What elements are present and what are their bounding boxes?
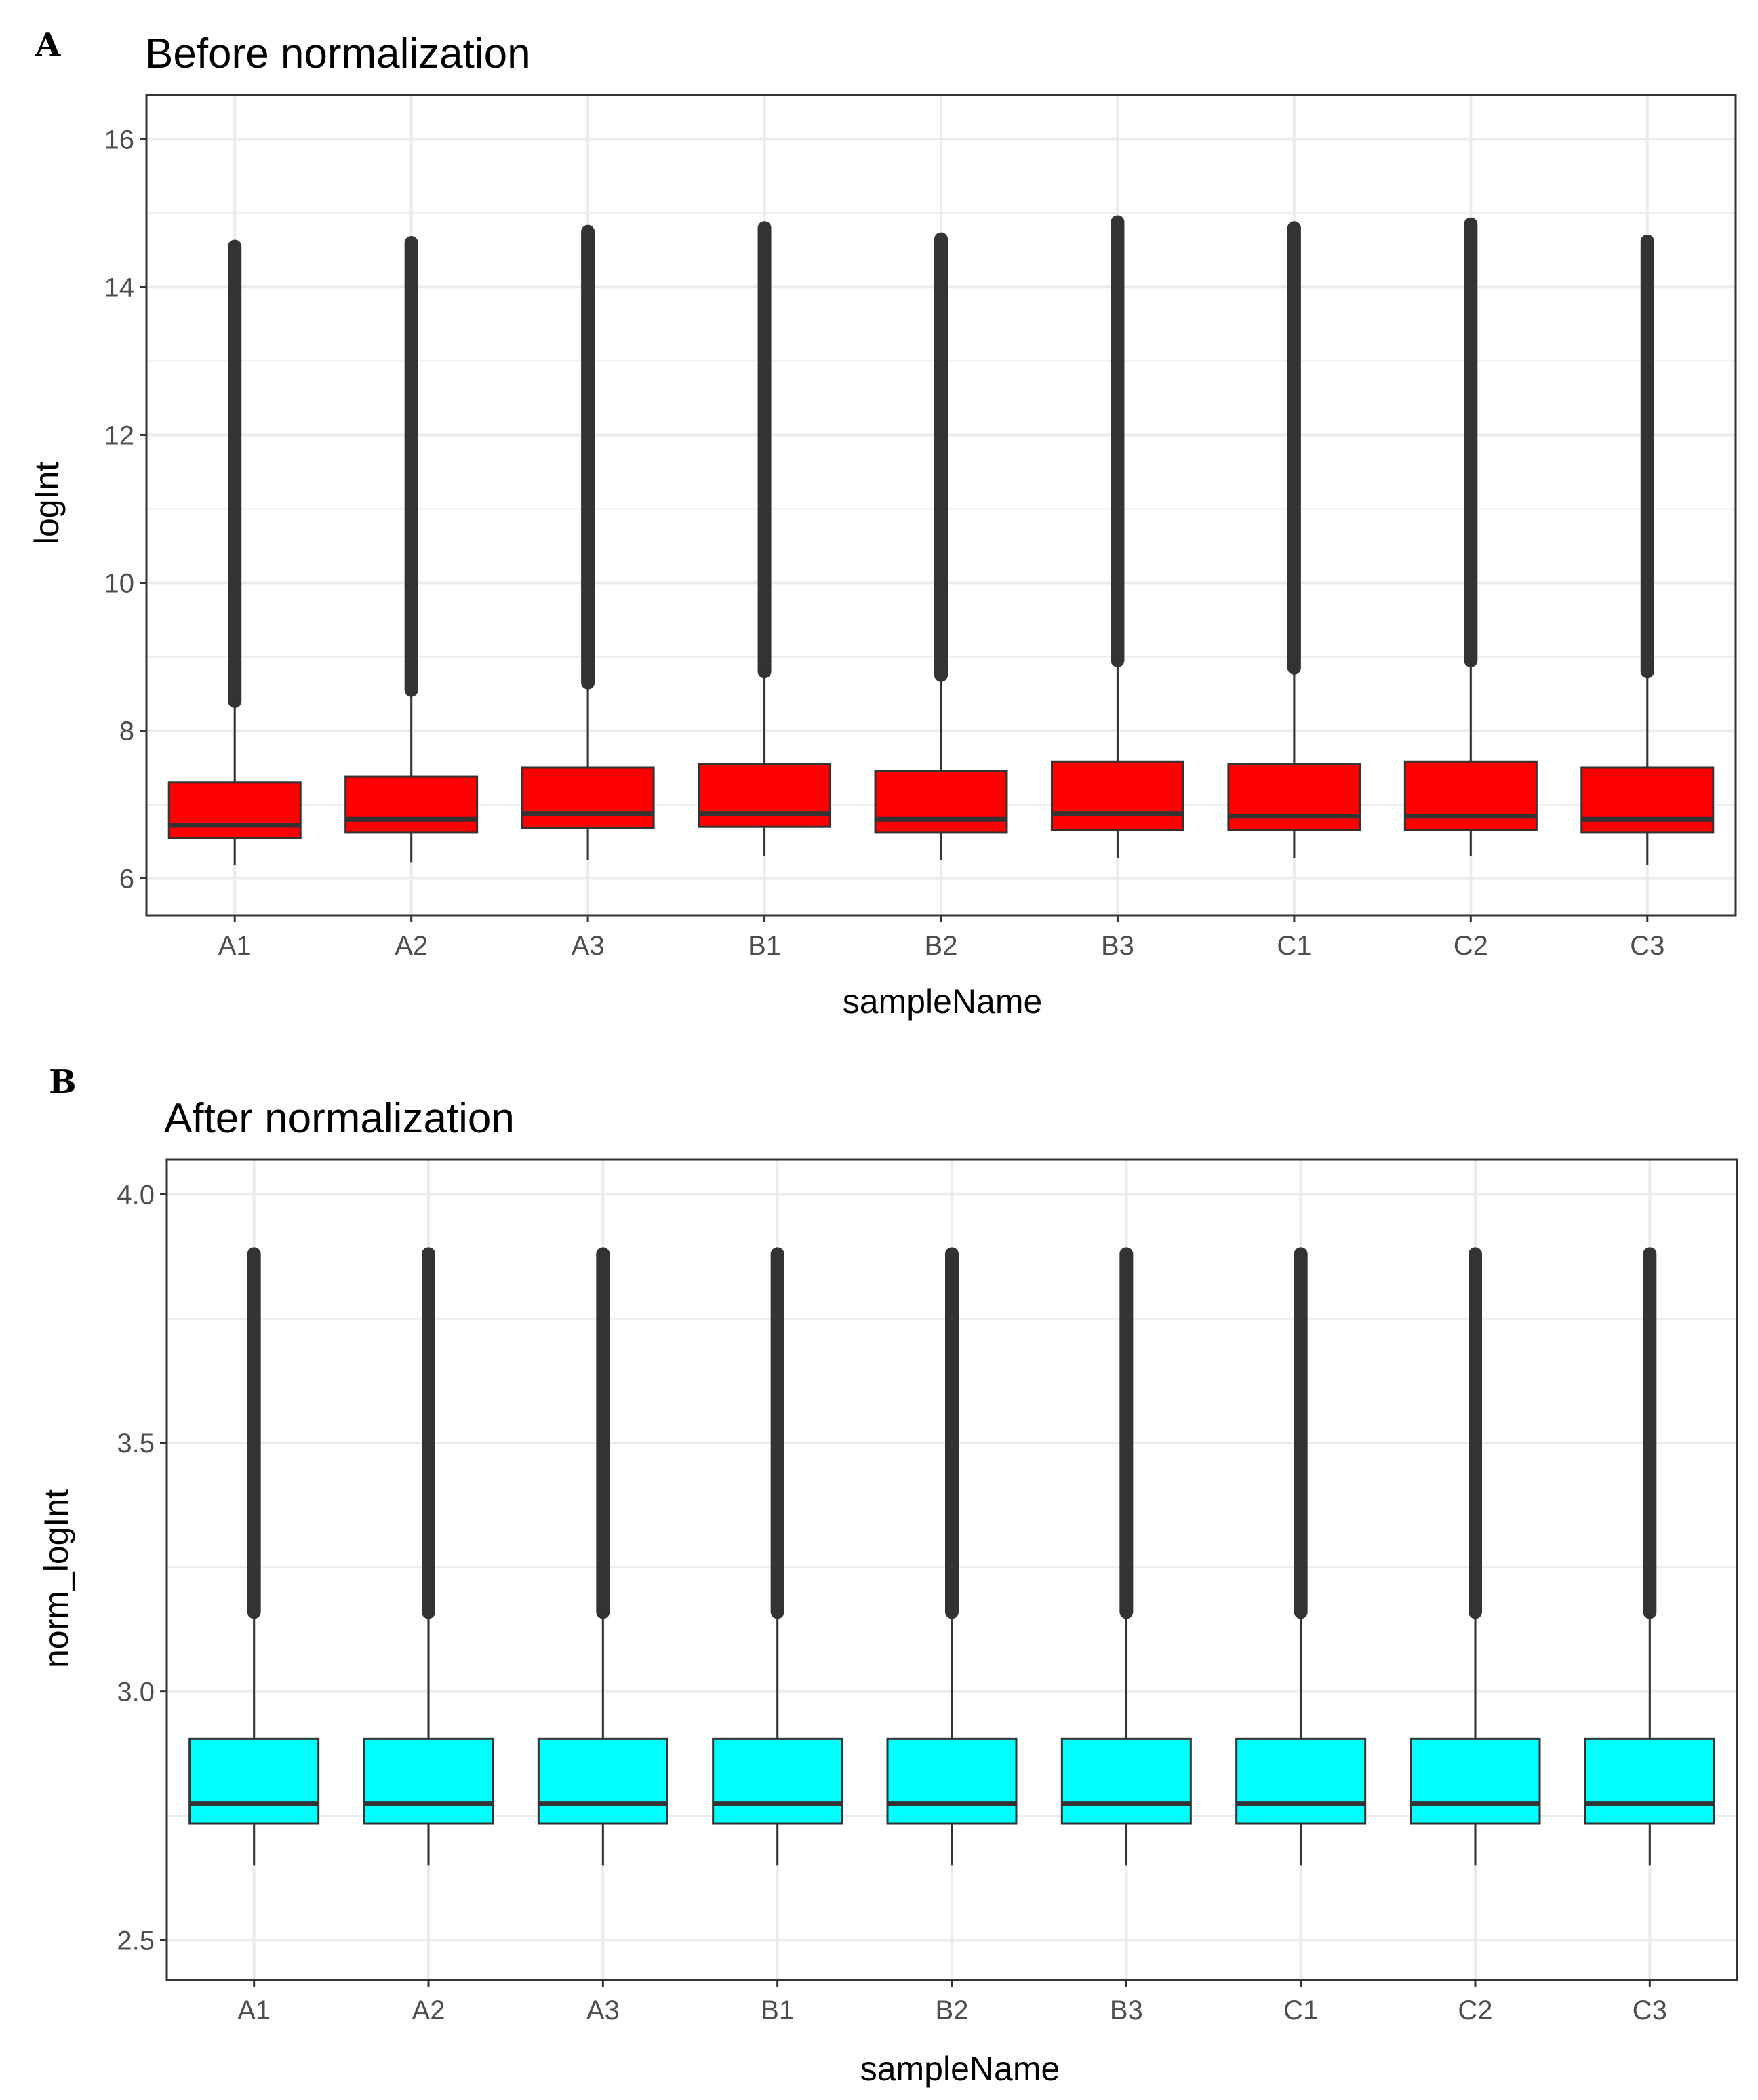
panel-b-box-A2 (363, 1247, 494, 1866)
panel-a-box-body (344, 775, 479, 834)
panel-b-box-body (712, 1737, 843, 1825)
panel-a-box-body (1580, 766, 1715, 834)
panel-b-x-tick-label: C1 (1283, 1996, 1318, 2025)
panel-b-plot-area: 2.5 3.0 3.5 4.0 A1 A2 A3 B1 B2 B3 C1 C2 C3 (117, 1158, 1738, 2025)
panel-b-x-tick-label: A1 (237, 1996, 271, 2025)
panel-b-box-B3 (1060, 1247, 1192, 1866)
panel-a-y-tick-label: 14 (104, 273, 135, 302)
panel-b-box-body (363, 1737, 494, 1825)
panel-a-y-tick-label: 8 (119, 716, 134, 746)
panel-a-box-body (1227, 763, 1361, 831)
panel-a-x-tick-label: A1 (218, 931, 252, 961)
panel-b-x-tick-label: B2 (936, 1996, 969, 2025)
panel-b-box-A3 (537, 1247, 668, 1866)
panel-b-letter: B (49, 1063, 77, 1101)
panel-b-title: After normalization (164, 1095, 515, 1142)
panel-b-y-tick-label: 3.5 (117, 1429, 155, 1459)
panel-a-box-C2 (1403, 217, 1538, 856)
panel-b-box-body (1410, 1737, 1541, 1825)
panel-b-box-body (188, 1737, 320, 1825)
panel-b-y-tick-label: 4.0 (117, 1180, 155, 1210)
panel-a-box-body (1403, 760, 1538, 831)
panel-a-x-tick-label: C1 (1277, 931, 1311, 961)
panel-a-letter: A (35, 26, 61, 64)
panel-a-box-C1 (1227, 221, 1361, 858)
panel-b-x-tick-label: A2 (412, 1996, 445, 2025)
panel-b-y-tick-label: 3.0 (117, 1678, 155, 1707)
panel-a-box-A3 (521, 224, 655, 860)
panel-b-box-C1 (1235, 1247, 1367, 1866)
panel-a-x-tick-label: C2 (1454, 931, 1488, 961)
panel-b-x-tick-label: C3 (1633, 1996, 1667, 2025)
panel-a-y-tick-label: 16 (104, 125, 135, 155)
panel-a-x-axis-label: sampleName (843, 983, 1043, 1021)
panel-b-box-body (1584, 1737, 1715, 1825)
panel-b-box-body (537, 1737, 668, 1825)
panel-b-box-body (1235, 1737, 1367, 1825)
panel-a-x-tick-label: B2 (925, 931, 958, 961)
panel-b-box-C2 (1410, 1247, 1541, 1866)
panel-b-x-tick-label: B1 (761, 1996, 794, 2025)
panel-a-x-tick-label: A3 (572, 931, 605, 961)
panel-a-x-tick-label: B3 (1101, 931, 1134, 961)
panel-b-box-C3 (1584, 1247, 1715, 1866)
panel-a-box-A1 (167, 239, 302, 865)
panel-a-box-body (698, 763, 832, 828)
panel-b: B After normalization 2.5 3.0 3.5 4.0 A1 A2 A3… (37, 1063, 1738, 2088)
panel-b-y-tick-label: 2.5 (117, 1926, 155, 1956)
panel-a-box-B1 (698, 221, 832, 856)
panel-a: A Before normalization 6 8 10 12 14 16 A1 A2 A3 B… (28, 26, 1737, 1021)
panel-a-x-tick-label: C3 (1630, 931, 1664, 961)
panel-b-box-B1 (712, 1247, 843, 1866)
panel-a-box-C3 (1580, 234, 1715, 865)
panel-a-box-A2 (344, 236, 479, 863)
panel-a-box-B2 (874, 232, 1008, 860)
panel-a-y-tick-label: 12 (104, 420, 135, 450)
panel-a-x-tick-label: A2 (395, 931, 428, 961)
panel-a-title: Before normalization (145, 31, 531, 77)
panel-a-box-body (167, 781, 302, 839)
panel-b-box-body (886, 1737, 1018, 1825)
panel-b-box-A1 (188, 1247, 320, 1866)
panel-a-box-body (1050, 760, 1184, 831)
panel-a-y-tick-label: 10 (104, 568, 135, 598)
panel-b-x-tick-label: C2 (1458, 1996, 1492, 2025)
panel-a-y-tick-label: 6 (119, 864, 134, 894)
panel-a-y-axis-label: logInt (28, 462, 66, 544)
panel-b-y-axis-label: norm_logInt (37, 1489, 75, 1668)
panel-a-box-body (874, 770, 1008, 834)
panel-b-box-body (1060, 1737, 1192, 1825)
panel-a-plot-area: 6 8 10 12 14 16 A1 A2 A3 B1 B2 B3 C1 C2 C3 (104, 94, 1737, 961)
panel-b-x-tick-label: B3 (1110, 1996, 1143, 2025)
panel-b-x-axis-label: sampleName (860, 2050, 1060, 2088)
panel-a-x-tick-label: B1 (748, 931, 781, 961)
panel-b-x-tick-label: A3 (586, 1996, 620, 2025)
panel-b-box-B2 (886, 1247, 1018, 1866)
panel-a-box-B3 (1050, 215, 1184, 858)
panel-a-box-body (521, 766, 655, 829)
